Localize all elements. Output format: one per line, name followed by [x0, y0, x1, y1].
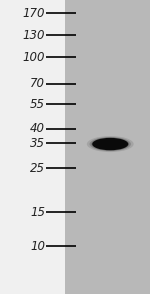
Bar	[65, 0, 150, 294]
Ellipse shape	[91, 138, 129, 151]
Text: 15: 15	[30, 206, 45, 219]
Text: 10: 10	[30, 240, 45, 253]
Text: 55: 55	[30, 98, 45, 111]
Ellipse shape	[87, 136, 134, 152]
Text: 170: 170	[22, 7, 45, 20]
Bar	[0, 0, 65, 294]
Text: 130: 130	[22, 29, 45, 42]
Text: 25: 25	[30, 162, 45, 175]
Text: 70: 70	[30, 77, 45, 90]
Ellipse shape	[90, 137, 131, 151]
Ellipse shape	[92, 138, 128, 150]
Text: 35: 35	[30, 137, 45, 150]
Text: 100: 100	[22, 51, 45, 64]
Text: 40: 40	[30, 122, 45, 135]
